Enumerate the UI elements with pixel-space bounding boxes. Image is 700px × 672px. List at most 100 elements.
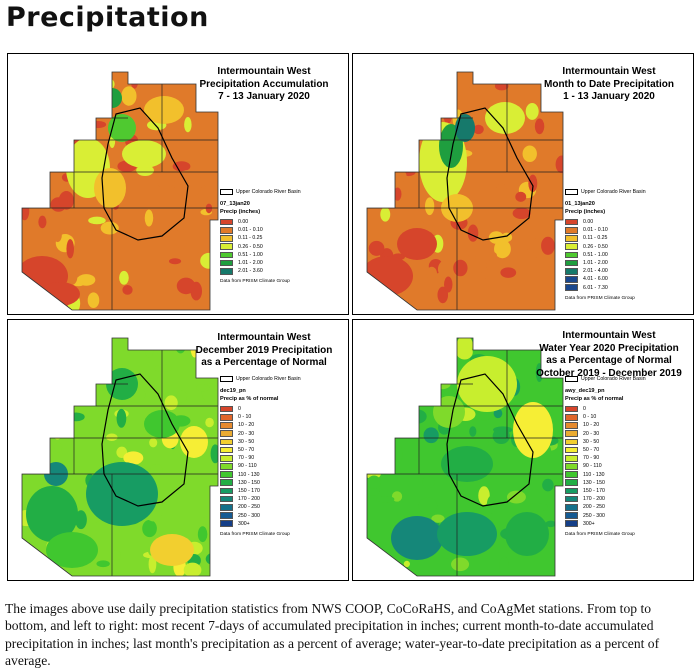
map-panel-7-day-accumulation: Intermountain West Precipitation Accumula…	[7, 53, 349, 315]
precip-patch	[443, 108, 452, 124]
precip-patch	[422, 476, 435, 489]
precip-patch	[51, 419, 64, 440]
precip-patch	[512, 207, 531, 220]
legend-entry-label: 90 - 110	[238, 463, 257, 470]
precip-patch	[121, 86, 137, 106]
legend-entry: 110 - 130	[565, 471, 693, 479]
legend-swatch	[565, 251, 578, 259]
precip-patch	[106, 433, 118, 442]
precip-patch	[515, 191, 527, 202]
legend-entry: 50 - 70	[220, 446, 348, 454]
legend-entry-label: 70 - 90	[583, 455, 600, 462]
precip-patch	[205, 552, 218, 566]
legend-swatch	[220, 422, 233, 429]
precip-patch	[367, 394, 385, 413]
state-boundaries	[22, 350, 218, 576]
legend-swatch	[220, 405, 233, 413]
legend-entry: 0.01 - 0.10	[565, 226, 693, 234]
legend-swatch	[220, 504, 233, 511]
legend-swatch	[565, 413, 578, 421]
map-title-line: as a Percentage of Normal	[546, 355, 672, 366]
precip-zone	[174, 170, 202, 198]
precip-patch	[142, 519, 157, 538]
precip-patch	[35, 300, 56, 310]
precip-patch	[168, 258, 182, 265]
precip-patch	[475, 250, 491, 265]
basin-legend-label: Upper Colorado River Basin	[581, 189, 646, 195]
precip-patch	[88, 216, 106, 225]
precip-patch	[156, 173, 175, 189]
legend-units-label: Precip as % of normal	[565, 396, 624, 402]
legend-swatch	[565, 243, 578, 250]
state-boundaries	[367, 350, 563, 576]
legend-entry-label: 10 - 20	[583, 422, 600, 429]
precip-patch	[410, 357, 428, 364]
legend-entry: 6.01 - 7.30	[565, 284, 693, 292]
precip-patch	[31, 422, 50, 433]
precip-patch	[372, 393, 386, 403]
basin-outline-swatch	[220, 376, 233, 382]
legend-entry: 2.01 - 4.00	[565, 267, 693, 275]
legend-entry: 10 - 20	[220, 421, 348, 429]
precip-patch	[38, 215, 47, 229]
legend-entry-label: 0.11 - 0.25	[583, 235, 608, 242]
precip-patch	[367, 187, 384, 202]
legend-layer-name: 07_13jan20	[220, 201, 250, 207]
precip-zone	[433, 396, 465, 428]
precip-patch	[376, 342, 390, 357]
precip-patch	[477, 339, 497, 346]
intermountain-west-map	[366, 71, 564, 311]
precip-zone	[40, 282, 80, 306]
precip-patch	[425, 197, 435, 216]
precip-patch	[431, 514, 445, 523]
precip-patch	[54, 442, 63, 453]
precip-patch	[131, 76, 138, 89]
precip-patch	[542, 478, 554, 492]
legend-entry: 130 - 150	[565, 479, 693, 487]
data-credit: Data from PRISM Climate Group	[565, 531, 635, 537]
precip-patch	[468, 81, 488, 92]
legend-entry: 0.00	[220, 218, 348, 226]
legend-entry-label: 0 - 10	[583, 414, 597, 421]
precip-patch	[467, 224, 479, 242]
precip-patch	[403, 351, 419, 364]
legend-entry-label: 250 - 300	[238, 512, 260, 519]
precip-patch	[148, 555, 157, 574]
precip-patch	[172, 161, 191, 172]
precip-patch	[90, 120, 107, 129]
precip-patch	[380, 207, 391, 222]
legend-swatch	[220, 471, 233, 478]
legend-entry-label: 30 - 50	[238, 438, 255, 445]
precip-patch	[453, 259, 468, 277]
map-title-line: Precipitation Accumulation	[199, 78, 329, 90]
basin-outline-swatch	[565, 189, 578, 195]
precip-patch	[27, 428, 36, 441]
legend-entry: 300+	[565, 520, 693, 528]
legend-entry: 200 - 250	[220, 503, 348, 511]
map-title-line: 7 - 13 January 2020	[218, 91, 310, 102]
precip-patch	[24, 413, 42, 421]
legend-entry-label: 0 - 10	[238, 414, 252, 421]
map-legend: Upper Colorado River Basin dec19_pn Precip…	[220, 376, 348, 538]
legend-entry-label: 2.01 - 3.60	[238, 268, 263, 275]
precip-patch	[66, 239, 75, 259]
precip-patch	[184, 117, 192, 133]
data-credit: Data from PRISM Climate Group	[220, 531, 290, 537]
precip-patch	[197, 526, 208, 543]
precip-patch	[22, 554, 30, 570]
legend-entry: 200 - 250	[565, 503, 693, 511]
intermountain-west-map	[366, 337, 564, 577]
precip-patch	[373, 290, 380, 305]
legend-entry-label: 0.00	[583, 219, 594, 226]
precip-patch	[398, 338, 418, 344]
precip-patch	[89, 74, 97, 91]
legend-entry-label: 0.01 - 0.10	[583, 227, 608, 234]
precip-zone	[441, 446, 493, 482]
upper-colorado-basin-outline	[446, 373, 534, 507]
precip-patch	[495, 183, 508, 203]
precip-zone	[122, 140, 166, 168]
legend-entry: 0 - 10	[565, 413, 693, 421]
basin-outline-swatch	[220, 189, 233, 195]
legend-swatch	[220, 218, 233, 226]
precip-patch	[456, 338, 473, 356]
